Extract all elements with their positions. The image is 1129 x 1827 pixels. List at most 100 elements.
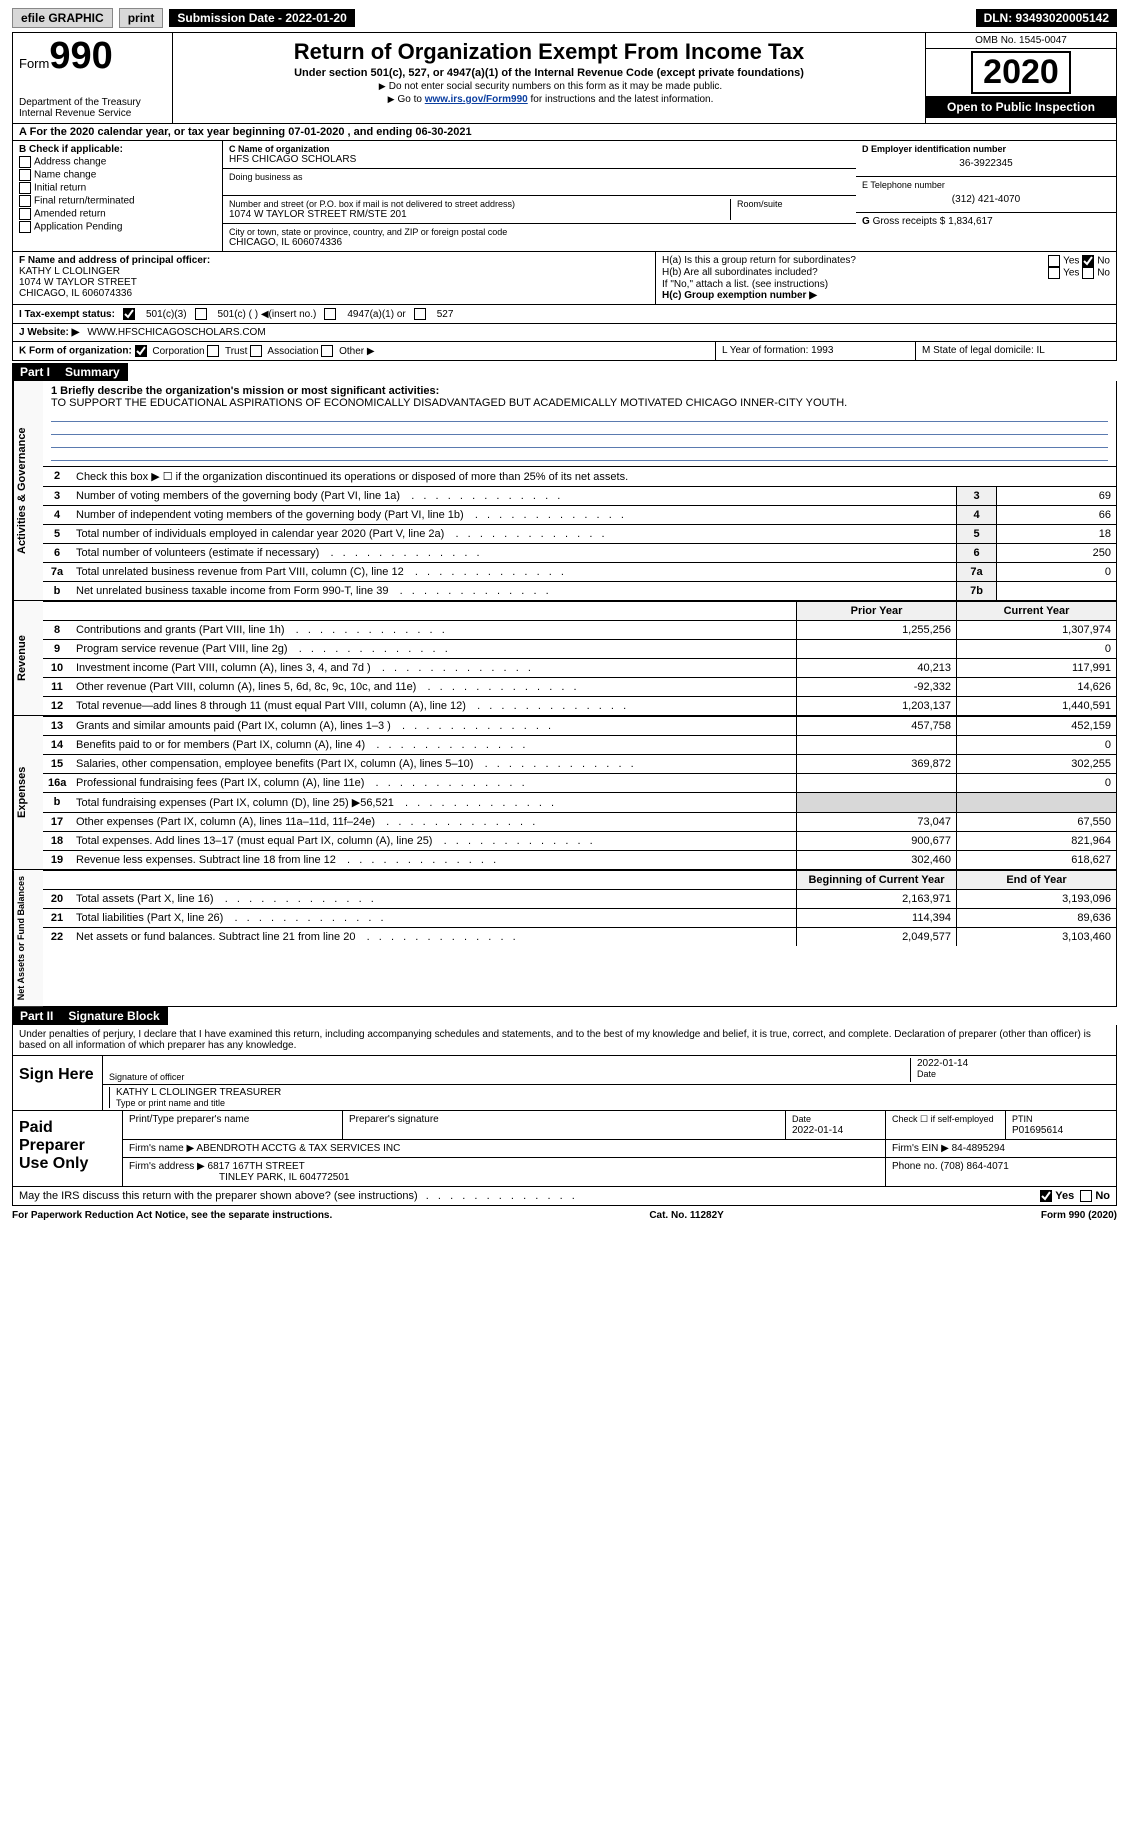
- 501c3-check[interactable]: [123, 308, 135, 320]
- dept-label: Department of the Treasury: [19, 97, 166, 108]
- fin-text: Other expenses (Part IX, column (A), lin…: [71, 813, 796, 831]
- line-boxnum: 7b: [956, 582, 996, 600]
- form-label: Form: [19, 56, 49, 71]
- section-governance: Activities & Governance 1 Briefly descri…: [12, 381, 1117, 601]
- line-text: Number of independent voting members of …: [71, 506, 956, 524]
- fin-text: Grants and similar amounts paid (Part IX…: [71, 717, 796, 735]
- preparer-block: Paid Preparer Use Only Print/Type prepar…: [12, 1111, 1117, 1187]
- box-b-option: Name change: [19, 169, 216, 181]
- fin-prior: [796, 774, 956, 792]
- irs-link[interactable]: www.irs.gov/Form990: [425, 94, 528, 105]
- fin-line: 17Other expenses (Part IX, column (A), l…: [43, 812, 1116, 831]
- line-value: 18: [996, 525, 1116, 543]
- line-m: M State of legal domicile: IL: [916, 342, 1116, 360]
- line-num: 5: [43, 525, 71, 543]
- hb-no-check[interactable]: [1082, 267, 1094, 279]
- prep-h1: Print/Type preparer's name: [123, 1111, 343, 1139]
- discuss-yes-check[interactable]: [1040, 1190, 1052, 1202]
- line-text: Net unrelated business taxable income fr…: [71, 582, 956, 600]
- fin-current: 3,103,460: [956, 928, 1116, 946]
- sig-officer-label: Signature of officer: [109, 1072, 910, 1082]
- fin-line: 8Contributions and grants (Part VIII, li…: [43, 620, 1116, 639]
- fin-text: Total assets (Part X, line 16): [71, 890, 796, 908]
- discuss-text: May the IRS discuss this return with the…: [19, 1190, 418, 1202]
- print-button[interactable]: print: [119, 8, 164, 28]
- ein-value: 36-3922345: [862, 154, 1110, 173]
- fin-line: 10Investment income (Part VIII, column (…: [43, 658, 1116, 677]
- box-e-label: E Telephone number: [862, 180, 1110, 190]
- hc-label: H(c) Group exemption number ▶: [662, 290, 1110, 301]
- irs-label: Internal Revenue Service: [19, 108, 166, 119]
- fin-line: 16aProfessional fundraising fees (Part I…: [43, 773, 1116, 792]
- line-k-check[interactable]: [207, 345, 219, 357]
- firm-ein: 84-4895294: [952, 1143, 1005, 1154]
- sig-date: 2022-01-14: [917, 1058, 1110, 1069]
- discuss-yes: Yes: [1055, 1190, 1074, 1202]
- box-b-opt-check[interactable]: [19, 208, 31, 220]
- part1-label: Part I: [12, 363, 58, 381]
- line-k-check[interactable]: [135, 345, 147, 357]
- mission-text: TO SUPPORT THE EDUCATIONAL ASPIRATIONS O…: [51, 397, 1108, 409]
- line-boxnum: 5: [956, 525, 996, 543]
- box-b-option: Initial return: [19, 182, 216, 194]
- firm-addr-label: Firm's address ▶: [129, 1161, 205, 1172]
- fin-num: 10: [43, 659, 71, 677]
- line-k-check[interactable]: [321, 345, 333, 357]
- ha-yes-check[interactable]: [1048, 255, 1060, 267]
- mission-label: 1 Briefly describe the organization's mi…: [51, 385, 1108, 397]
- fin-text: Program service revenue (Part VIII, line…: [71, 640, 796, 658]
- 501c-check[interactable]: [195, 308, 207, 320]
- city-value: CHICAGO, IL 606074336: [229, 237, 850, 248]
- line-l: L Year of formation: 1993: [716, 342, 916, 360]
- part2-label: Part II: [12, 1007, 61, 1025]
- gov-line: 7aTotal unrelated business revenue from …: [43, 562, 1116, 581]
- box-b-option: Application Pending: [19, 221, 216, 233]
- prep-h4: Check ☐ if self-employed: [886, 1111, 1006, 1139]
- fin-current: 0: [956, 736, 1116, 754]
- ha-no-check[interactable]: [1082, 255, 1094, 267]
- officer-addr2: CHICAGO, IL 606074336: [19, 288, 649, 299]
- box-f-label: F Name and address of principal officer:: [19, 255, 649, 266]
- 4947-check[interactable]: [324, 308, 336, 320]
- line-value: 0: [996, 563, 1116, 581]
- phone-value: (312) 421-4070: [862, 190, 1110, 209]
- fin-num: 14: [43, 736, 71, 754]
- discuss-no: No: [1095, 1190, 1110, 1202]
- fin-prior: 114,394: [796, 909, 956, 927]
- firm-addr1: 6817 167TH STREET: [208, 1161, 305, 1172]
- gov-line: 6Total number of volunteers (estimate if…: [43, 543, 1116, 562]
- fin-prior: 1,255,256: [796, 621, 956, 639]
- hb-yes-check[interactable]: [1048, 267, 1060, 279]
- part1-title: Summary: [57, 363, 128, 381]
- discuss-no-check[interactable]: [1080, 1190, 1092, 1202]
- fin-prior: 1,203,137: [796, 697, 956, 715]
- box-b-opt-check[interactable]: [19, 221, 31, 233]
- box-b-opt-check[interactable]: [19, 195, 31, 207]
- dba-label: Doing business as: [229, 172, 850, 182]
- fin-num: 11: [43, 678, 71, 696]
- footer-left: For Paperwork Reduction Act Notice, see …: [12, 1210, 332, 1221]
- section-revenue: Revenue Prior Year Current Year 8Contrib…: [12, 601, 1117, 716]
- 527-check[interactable]: [414, 308, 426, 320]
- fin-num: 22: [43, 928, 71, 946]
- efile-button[interactable]: efile GRAPHIC: [12, 8, 113, 28]
- sig-date-label: Date: [917, 1069, 1110, 1079]
- website-value: WWW.HFSCHICAGOSCHOLARS.COM: [87, 327, 265, 338]
- box-b-opt-check[interactable]: [19, 169, 31, 181]
- fin-text: Net assets or fund balances. Subtract li…: [71, 928, 796, 946]
- addr-label: Number and street (or P.O. box if mail i…: [229, 199, 730, 209]
- box-b-opt-check[interactable]: [19, 156, 31, 168]
- line-j-label: J Website: ▶: [19, 327, 79, 338]
- firm-ein-label: Firm's EIN ▶: [892, 1143, 949, 1154]
- fin-num: 8: [43, 621, 71, 639]
- fin-prior: -92,332: [796, 678, 956, 696]
- line-k-check[interactable]: [250, 345, 262, 357]
- fin-text: Investment income (Part VIII, column (A)…: [71, 659, 796, 677]
- box-b-opt-check[interactable]: [19, 182, 31, 194]
- main-title: Return of Organization Exempt From Incom…: [179, 39, 919, 65]
- part2-title: Signature Block: [60, 1007, 167, 1025]
- tax-year: 2020: [971, 51, 1071, 94]
- fin-text: Revenue less expenses. Subtract line 18 …: [71, 851, 796, 869]
- line-i-label: I Tax-exempt status:: [19, 309, 115, 320]
- fin-current: 67,550: [956, 813, 1116, 831]
